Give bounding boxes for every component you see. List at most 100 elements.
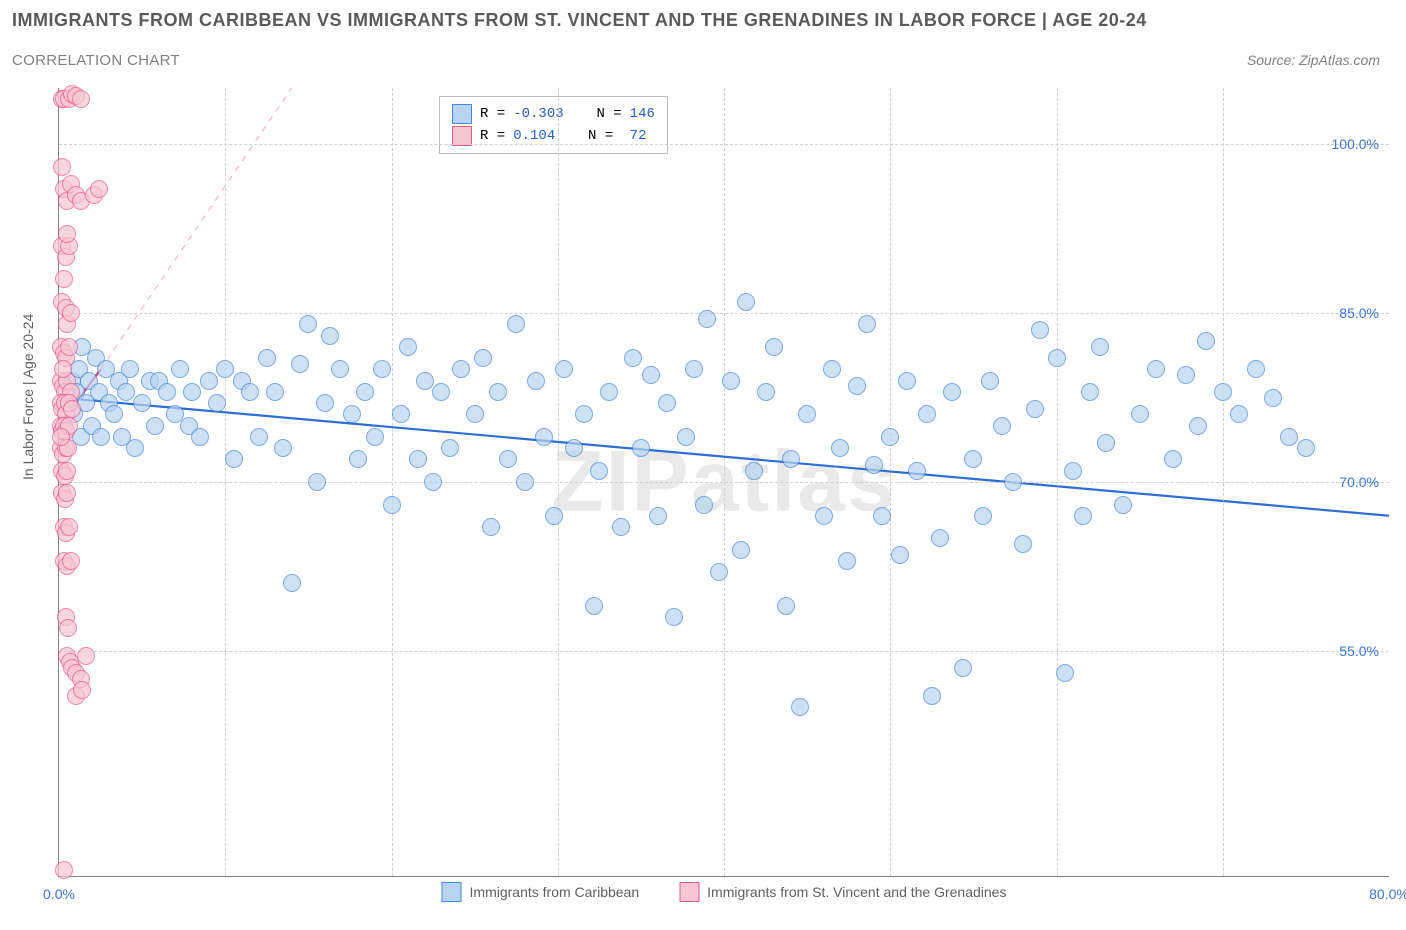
data-point — [642, 366, 660, 384]
data-point — [815, 507, 833, 525]
data-point — [1014, 535, 1032, 553]
data-point — [331, 360, 349, 378]
blue-swatch-icon — [452, 104, 472, 124]
legend-item-2-label: Immigrants from St. Vincent and the Gren… — [707, 884, 1006, 900]
data-point — [898, 372, 916, 390]
data-point — [482, 518, 500, 536]
data-point — [499, 450, 517, 468]
pink-swatch-icon — [679, 882, 699, 902]
data-point — [191, 428, 209, 446]
data-point — [60, 338, 78, 356]
data-point — [105, 405, 123, 423]
blue-swatch-icon — [442, 882, 462, 902]
r-label: R = — [480, 103, 505, 125]
data-point — [1004, 473, 1022, 491]
data-point — [466, 405, 484, 423]
data-point — [266, 383, 284, 401]
data-point — [258, 349, 276, 367]
data-point — [585, 597, 603, 615]
data-point — [974, 507, 992, 525]
data-point — [590, 462, 608, 480]
data-point — [241, 383, 259, 401]
data-point — [158, 383, 176, 401]
data-point — [791, 698, 809, 716]
data-point — [1091, 338, 1109, 356]
data-point — [216, 360, 234, 378]
correlation-legend: R = -0.303 N = 146 R = 0.104 N = 72 — [439, 96, 668, 154]
data-point — [121, 360, 139, 378]
data-point — [745, 462, 763, 480]
data-point — [54, 360, 72, 378]
data-point — [737, 293, 755, 311]
data-point — [53, 158, 71, 176]
r-value-1: -0.303 — [513, 103, 563, 125]
pink-swatch-icon — [452, 126, 472, 146]
data-point — [392, 405, 410, 423]
data-point — [1230, 405, 1248, 423]
data-point — [1074, 507, 1092, 525]
data-point — [908, 462, 926, 480]
source-label: Source: ZipAtlas.com — [1247, 52, 1380, 68]
data-point — [55, 270, 73, 288]
data-point — [695, 496, 713, 514]
data-point — [59, 619, 77, 637]
data-point — [964, 450, 982, 468]
data-point — [474, 349, 492, 367]
data-point — [409, 450, 427, 468]
y-tick-label: 55.0% — [1339, 643, 1379, 659]
data-point — [1214, 383, 1232, 401]
data-point — [757, 383, 775, 401]
grid-line-v — [558, 88, 559, 876]
data-point — [52, 428, 70, 446]
y-axis-label: In Labor Force | Age 20-24 — [20, 314, 36, 480]
data-point — [918, 405, 936, 423]
data-point — [146, 417, 164, 435]
data-point — [624, 349, 642, 367]
data-point — [200, 372, 218, 390]
data-point — [77, 647, 95, 665]
data-point — [865, 456, 883, 474]
x-tick-label: 0.0% — [43, 886, 75, 902]
data-point — [954, 659, 972, 677]
data-point — [117, 383, 135, 401]
chart-subtitle: CORRELATION CHART — [12, 52, 180, 69]
data-point — [858, 315, 876, 333]
data-point — [72, 90, 90, 108]
data-point — [658, 394, 676, 412]
data-point — [416, 372, 434, 390]
grid-line-v — [724, 88, 725, 876]
data-point — [489, 383, 507, 401]
series-legend: Immigrants from Caribbean Immigrants fro… — [442, 882, 1007, 902]
data-point — [535, 428, 553, 446]
data-point — [527, 372, 545, 390]
data-point — [441, 439, 459, 457]
data-point — [1081, 383, 1099, 401]
data-point — [60, 518, 78, 536]
legend-item-2: Immigrants from St. Vincent and the Gren… — [679, 882, 1006, 902]
data-point — [126, 439, 144, 457]
data-point — [1048, 349, 1066, 367]
data-point — [1026, 400, 1044, 418]
data-point — [274, 439, 292, 457]
data-point — [649, 507, 667, 525]
data-point — [63, 400, 81, 418]
data-point — [1056, 664, 1074, 682]
data-point — [798, 405, 816, 423]
data-point — [777, 597, 795, 615]
data-point — [873, 507, 891, 525]
legend-item-1: Immigrants from Caribbean — [442, 882, 640, 902]
data-point — [677, 428, 695, 446]
grid-line-v — [392, 88, 393, 876]
data-point — [1164, 450, 1182, 468]
data-point — [782, 450, 800, 468]
data-point — [424, 473, 442, 491]
data-point — [600, 383, 618, 401]
legend-row-1: R = -0.303 N = 146 — [452, 103, 655, 125]
data-point — [383, 496, 401, 514]
data-point — [555, 360, 573, 378]
grid-line-v — [890, 88, 891, 876]
data-point — [90, 180, 108, 198]
data-point — [612, 518, 630, 536]
data-point — [343, 405, 361, 423]
data-point — [1297, 439, 1315, 457]
